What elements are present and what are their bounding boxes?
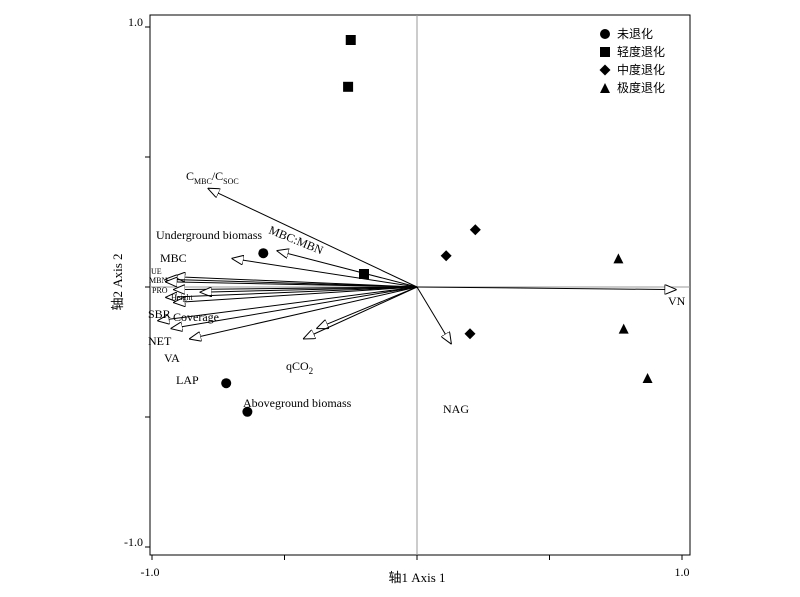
legend-marker-circle bbox=[600, 29, 610, 39]
vector-arrow bbox=[173, 287, 418, 290]
vector-label: NET bbox=[148, 334, 172, 348]
legend-entry-label: 未退化 bbox=[617, 27, 653, 41]
vector-label: Aboveground biomass bbox=[243, 396, 352, 410]
vector-label: MBN bbox=[149, 276, 167, 285]
x-tick-min: -1.0 bbox=[141, 565, 160, 579]
vector-label: VA bbox=[164, 351, 180, 365]
data-point-triangle bbox=[613, 253, 624, 264]
vector-label: VN bbox=[668, 294, 686, 308]
data-point-diamond bbox=[440, 250, 452, 262]
vector-arrow bbox=[277, 251, 418, 288]
legend-marker-square bbox=[600, 47, 610, 57]
data-point-square bbox=[345, 35, 356, 45]
vector-label: PRO bbox=[152, 286, 168, 295]
vector-label: MBC bbox=[160, 251, 187, 265]
y-tick-min: -1.0 bbox=[124, 535, 143, 549]
vector-arrow bbox=[232, 258, 418, 288]
data-point-circle bbox=[242, 406, 253, 417]
data-point-square bbox=[359, 269, 369, 279]
vector-arrow bbox=[165, 282, 418, 288]
vector-arrow bbox=[189, 286, 418, 339]
data-point-square bbox=[343, 81, 354, 92]
data-point-circle bbox=[258, 248, 269, 259]
vector-arrow bbox=[165, 286, 418, 297]
vector-arrow bbox=[173, 286, 418, 303]
x-tick-max: 1.0 bbox=[675, 565, 690, 579]
vector-label: SBR bbox=[148, 307, 171, 321]
data-point-diamond bbox=[469, 224, 481, 236]
vector-label: Coverage bbox=[173, 310, 219, 324]
vector-arrow bbox=[316, 286, 418, 329]
vector-arrow bbox=[157, 286, 418, 321]
y-axis-title: 轴2 Axis 2 bbox=[110, 253, 125, 310]
vector-label: NAG bbox=[443, 402, 469, 416]
y-tick-max: 1.0 bbox=[128, 15, 143, 29]
vector-label: UE bbox=[151, 267, 162, 276]
vector-label: Underground biomass bbox=[156, 228, 262, 242]
vector-arrow bbox=[303, 286, 418, 339]
vector-label: LAP bbox=[176, 373, 199, 387]
vector-arrow bbox=[416, 287, 677, 290]
legend-entry-label: 极度退化 bbox=[617, 80, 665, 95]
data-point-diamond bbox=[464, 328, 476, 340]
data-point-triangle bbox=[618, 323, 629, 334]
vector-arrow bbox=[416, 286, 451, 344]
vector-label: Height bbox=[171, 293, 194, 302]
legend-marker-triangle bbox=[600, 83, 610, 93]
vector-label: CMBC/CSOC bbox=[186, 169, 239, 186]
x-axis-title: 轴1 Axis 1 bbox=[388, 570, 445, 585]
data-point-circle bbox=[221, 378, 232, 389]
vector-arrow bbox=[208, 188, 418, 288]
vector-label: qCO2 bbox=[286, 359, 313, 376]
plot-frame bbox=[149, 14, 691, 556]
legend-entry-label: 中度退化 bbox=[617, 62, 665, 77]
legend-entry-label: 轻度退化 bbox=[617, 44, 665, 59]
legend-marker-diamond bbox=[599, 64, 611, 76]
vector-arrow bbox=[171, 286, 418, 329]
vector-arrow bbox=[200, 286, 418, 292]
data-point-triangle bbox=[642, 373, 653, 383]
